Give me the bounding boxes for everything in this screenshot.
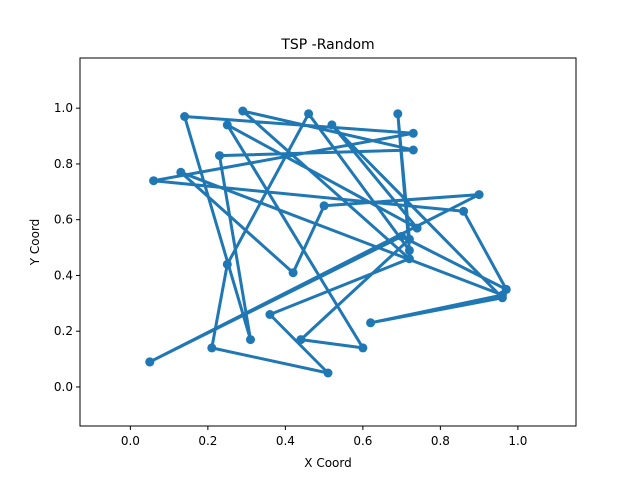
city-point [238, 106, 248, 116]
x-axis-label: X Coord [304, 456, 351, 470]
x-tick-label: 0.2 [198, 434, 217, 448]
city-point [459, 206, 469, 216]
city-point [393, 109, 403, 119]
city-point [327, 120, 337, 130]
axes-frame [79, 57, 577, 427]
x-tick-label: 0.4 [276, 434, 295, 448]
y-tick-label: 0.0 [54, 380, 73, 394]
city-point [397, 231, 407, 241]
y-tick-label: 0.8 [54, 157, 73, 171]
city-point [304, 109, 314, 119]
y-axis-ticks: 0.0 0.2 0.4 0.6 0.8 1.0 [54, 101, 80, 394]
city-point [207, 343, 217, 353]
city-point [404, 234, 414, 244]
y-tick-label: 1.0 [54, 101, 73, 115]
city-point [404, 245, 414, 255]
city-point [180, 112, 190, 121]
y-axis-label: Y Coord [28, 219, 42, 267]
chart-title: TSP -Random [280, 37, 374, 53]
city-point [222, 259, 232, 269]
city-point [296, 335, 306, 345]
x-axis-ticks: 0.0 0.2 0.4 0.6 0.8 1.0 [121, 426, 527, 448]
y-tick-label: 0.4 [54, 268, 73, 282]
y-tick-label: 0.6 [54, 213, 73, 227]
city-point [215, 151, 224, 161]
city-point [265, 310, 275, 319]
city-point [408, 145, 418, 155]
city-point [497, 290, 507, 300]
x-tick-label: 0.6 [353, 434, 372, 448]
city-point [358, 343, 368, 353]
city-point [366, 318, 376, 328]
plot-area [145, 106, 511, 378]
city-point [319, 201, 329, 211]
city-point [323, 368, 333, 378]
y-tick-label: 0.2 [54, 324, 73, 338]
city-point [474, 190, 484, 200]
x-tick-label: 0.0 [121, 434, 140, 448]
city-point [288, 268, 298, 278]
city-point [412, 223, 422, 233]
city-point [246, 335, 255, 345]
x-tick-label: 0.8 [431, 434, 450, 448]
city-point [404, 254, 414, 264]
city-point [222, 120, 232, 130]
city-point [145, 357, 155, 367]
city-point [149, 176, 159, 186]
x-tick-label: 1.0 [508, 434, 527, 448]
city-point [408, 128, 418, 138]
city-point [176, 167, 186, 177]
